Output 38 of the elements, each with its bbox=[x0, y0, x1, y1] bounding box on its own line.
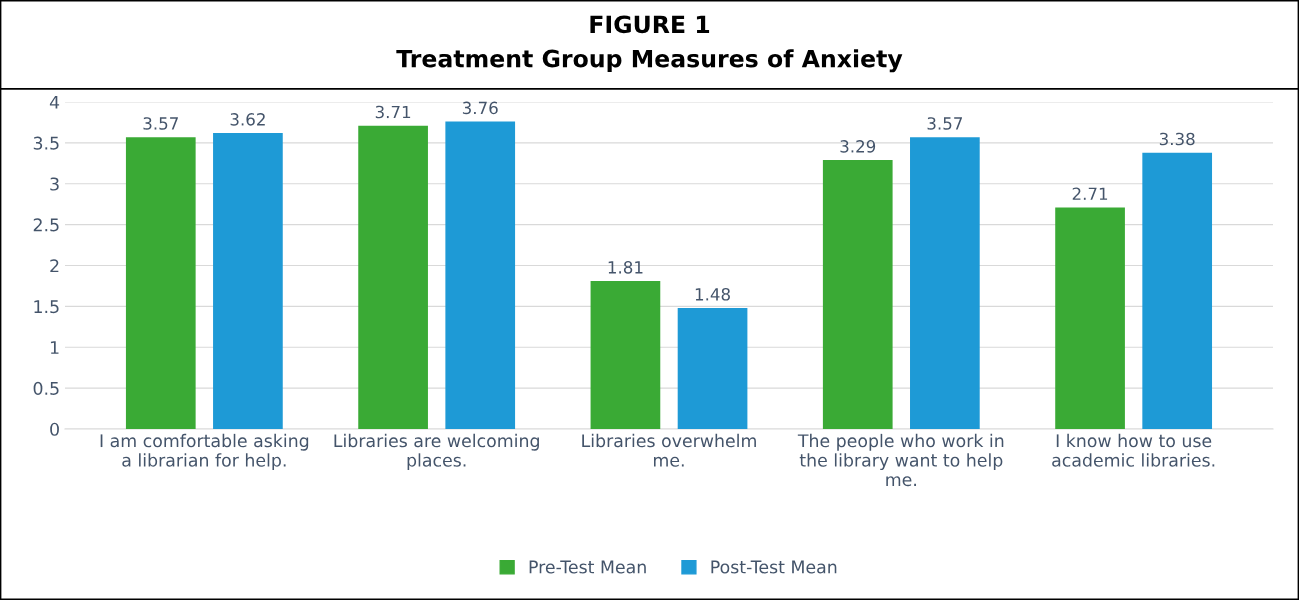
legend-label: Pre-Test Mean bbox=[529, 560, 646, 574]
bar bbox=[1055, 207, 1125, 429]
bar bbox=[822, 160, 893, 429]
data-label: 3.62 bbox=[230, 113, 265, 126]
data-label: 3.57 bbox=[143, 117, 178, 130]
y-tick-label: 1 bbox=[50, 341, 59, 354]
bar bbox=[213, 133, 283, 429]
legend-label: Post-Test Mean bbox=[711, 560, 837, 574]
data-label: 3.57 bbox=[927, 117, 962, 130]
data-label: 3.38 bbox=[1159, 132, 1195, 146]
x-tick-label: Libraries overwhelm me. bbox=[582, 433, 756, 467]
y-tick-label: 2 bbox=[50, 259, 59, 273]
data-label: 1.48 bbox=[695, 288, 730, 301]
x-tick-label: I know how to use academic libraries. bbox=[1052, 433, 1215, 467]
x-tick-label: The people who work in the library want to help me. bbox=[797, 433, 1004, 487]
bar bbox=[1142, 152, 1213, 429]
bar bbox=[910, 137, 980, 429]
y-tick-label: 1.5 bbox=[34, 300, 59, 314]
data-label: 1.81 bbox=[608, 261, 643, 274]
chart-subtitle: Treatment Group Measures of Anxiety bbox=[396, 49, 903, 73]
chart-title: FIGURE 1 bbox=[590, 15, 710, 34]
y-tick-label: 3 bbox=[50, 177, 59, 191]
bar bbox=[445, 121, 516, 429]
y-tick-label: 4 bbox=[49, 95, 60, 109]
y-tick-label: 3.5 bbox=[33, 136, 59, 150]
data-label: 2.71 bbox=[1072, 187, 1108, 200]
bar bbox=[590, 281, 661, 429]
y-tick-label: 0.5 bbox=[33, 381, 59, 395]
data-label: 3.71 bbox=[375, 105, 411, 119]
x-tick-label: Libraries are welcoming places. bbox=[334, 433, 539, 471]
data-label: 3.29 bbox=[840, 140, 876, 153]
x-tick-label: I am comfortable asking a librarian for help. bbox=[100, 433, 309, 471]
bar bbox=[358, 125, 428, 429]
bar bbox=[677, 308, 748, 429]
y-tick-label: 0 bbox=[50, 422, 59, 436]
bar bbox=[125, 137, 196, 429]
data-label: 3.76 bbox=[462, 101, 498, 115]
y-tick-label: 2.5 bbox=[33, 218, 59, 232]
